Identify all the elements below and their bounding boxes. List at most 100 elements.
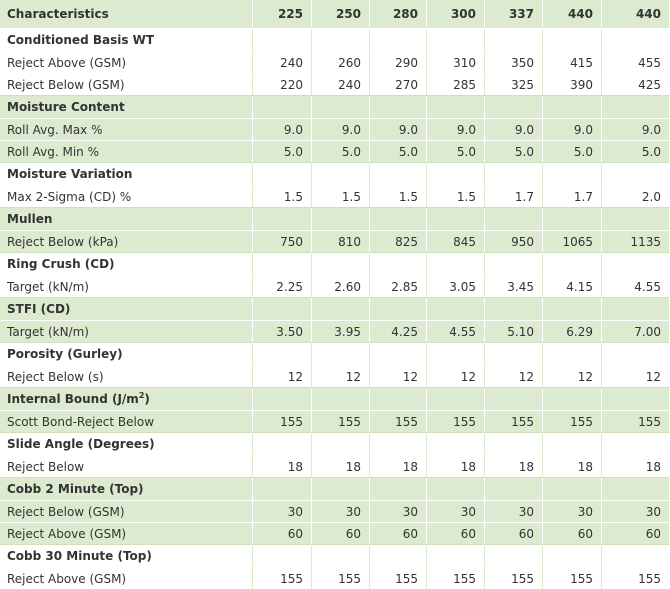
section-title-row: Porosity (Gurley) [0,343,670,366]
section-title-superscript: 2 [138,391,145,400]
value-cell: 6.29 [543,321,602,343]
value-cell: 18 [485,456,543,478]
table-row: Reject Below (GSM) 220 240 270 285 325 390 425 [0,74,670,96]
row-label: Reject Below (kPa) [0,231,253,253]
section-title-row: Slide Angle (Degrees) [0,433,670,456]
row-label: Reject Above (GSM) [0,523,253,545]
grade-header: 280 [370,0,427,29]
value-cell: 155 [312,568,370,590]
value-cell: 30 [427,501,485,523]
row-label: Target (kN/m) [0,321,253,343]
section-title-row: Cobb 2 Minute (Top) [0,478,670,501]
grade-header: 440 [543,0,602,29]
value-cell: 18 [427,456,485,478]
value-cell: 1.5 [427,186,485,208]
section-title-row: Conditioned Basis WT [0,29,670,52]
value-cell: 3.45 [485,276,543,298]
empty-cell [485,29,543,52]
empty-cell [370,253,427,276]
section-title: Cobb 2 Minute (Top) [0,478,253,501]
value-cell: 9.0 [602,119,670,141]
empty-cell [485,253,543,276]
section-7: Internal Bound (J/m2) Scott Bond-Reject B… [0,388,670,433]
value-cell: 285 [427,74,485,96]
value-cell: 310 [427,52,485,74]
empty-cell [427,545,485,568]
value-cell: 30 [312,501,370,523]
empty-cell [253,96,312,119]
table-row: Target (kN/m) 2.25 2.60 2.85 3.05 3.45 4.15 4.5… [0,276,670,298]
value-cell: 7.00 [602,321,670,343]
value-cell: 4.55 [602,276,670,298]
value-cell: 4.55 [427,321,485,343]
empty-cell [370,298,427,321]
value-cell: 30 [253,501,312,523]
value-cell: 1135 [602,231,670,253]
row-label: Scott Bond-Reject Below [0,411,253,433]
grade-header: 225 [253,0,312,29]
value-cell: 155 [602,411,670,433]
table-row: Reject Below (GSM) 30 30 30 30 30 30 30 [0,501,670,523]
row-label: Reject Below (s) [0,366,253,388]
section-title-row: Cobb 30 Minute (Top) [0,545,670,568]
empty-cell [602,29,670,52]
empty-cell [312,253,370,276]
empty-cell [602,298,670,321]
value-cell: 18 [312,456,370,478]
value-cell: 12 [427,366,485,388]
value-cell: 12 [312,366,370,388]
empty-cell [370,208,427,231]
section-title: STFI (CD) [0,298,253,321]
empty-cell [485,545,543,568]
empty-cell [370,163,427,186]
value-cell: 1.5 [312,186,370,208]
value-cell: 18 [602,456,670,478]
empty-cell [543,343,602,366]
value-cell: 5.0 [602,141,670,163]
value-cell: 5.0 [370,141,427,163]
section-6: Porosity (Gurley) Reject Below (s) 12 12 12 1… [0,343,670,388]
value-cell: 750 [253,231,312,253]
empty-cell [370,545,427,568]
empty-cell [485,343,543,366]
value-cell: 60 [312,523,370,545]
value-cell: 5.0 [485,141,543,163]
row-label: Target (kN/m) [0,276,253,298]
value-cell: 425 [602,74,670,96]
empty-cell [312,433,370,456]
section-1: Moisture Content Roll Avg. Max % 9.0 9.0 9.0… [0,96,670,163]
row-label: Reject Below (GSM) [0,74,253,96]
section-title-text: Conditioned Basis WT [7,33,155,47]
grade-header: 337 [485,0,543,29]
table-row: Reject Above (GSM) 155 155 155 155 155 155 155 [0,568,670,590]
characteristics-header: Characteristics [0,0,253,29]
section-title-row: Internal Bound (J/m2) [0,388,670,411]
empty-cell [543,96,602,119]
empty-cell [602,208,670,231]
empty-cell [602,96,670,119]
value-cell: 155 [370,568,427,590]
table-row: Roll Avg. Min % 5.0 5.0 5.0 5.0 5.0 5.0 5.0 [0,141,670,163]
empty-cell [427,208,485,231]
section-title: Slide Angle (Degrees) [0,433,253,456]
value-cell: 455 [602,52,670,74]
row-label: Roll Avg. Max % [0,119,253,141]
section-title-row: Moisture Variation [0,163,670,186]
value-cell: 60 [253,523,312,545]
value-cell: 155 [543,568,602,590]
value-cell: 18 [370,456,427,478]
value-cell: 845 [427,231,485,253]
value-cell: 12 [485,366,543,388]
value-cell: 60 [543,523,602,545]
section-title-row: Ring Crush (CD) [0,253,670,276]
section-title: Mullen [0,208,253,231]
value-cell: 5.10 [485,321,543,343]
row-label: Max 2-Sigma (CD) % [0,186,253,208]
value-cell: 155 [485,568,543,590]
empty-cell [602,478,670,501]
value-cell: 30 [543,501,602,523]
empty-cell [370,96,427,119]
value-cell: 5.0 [543,141,602,163]
empty-cell [543,29,602,52]
